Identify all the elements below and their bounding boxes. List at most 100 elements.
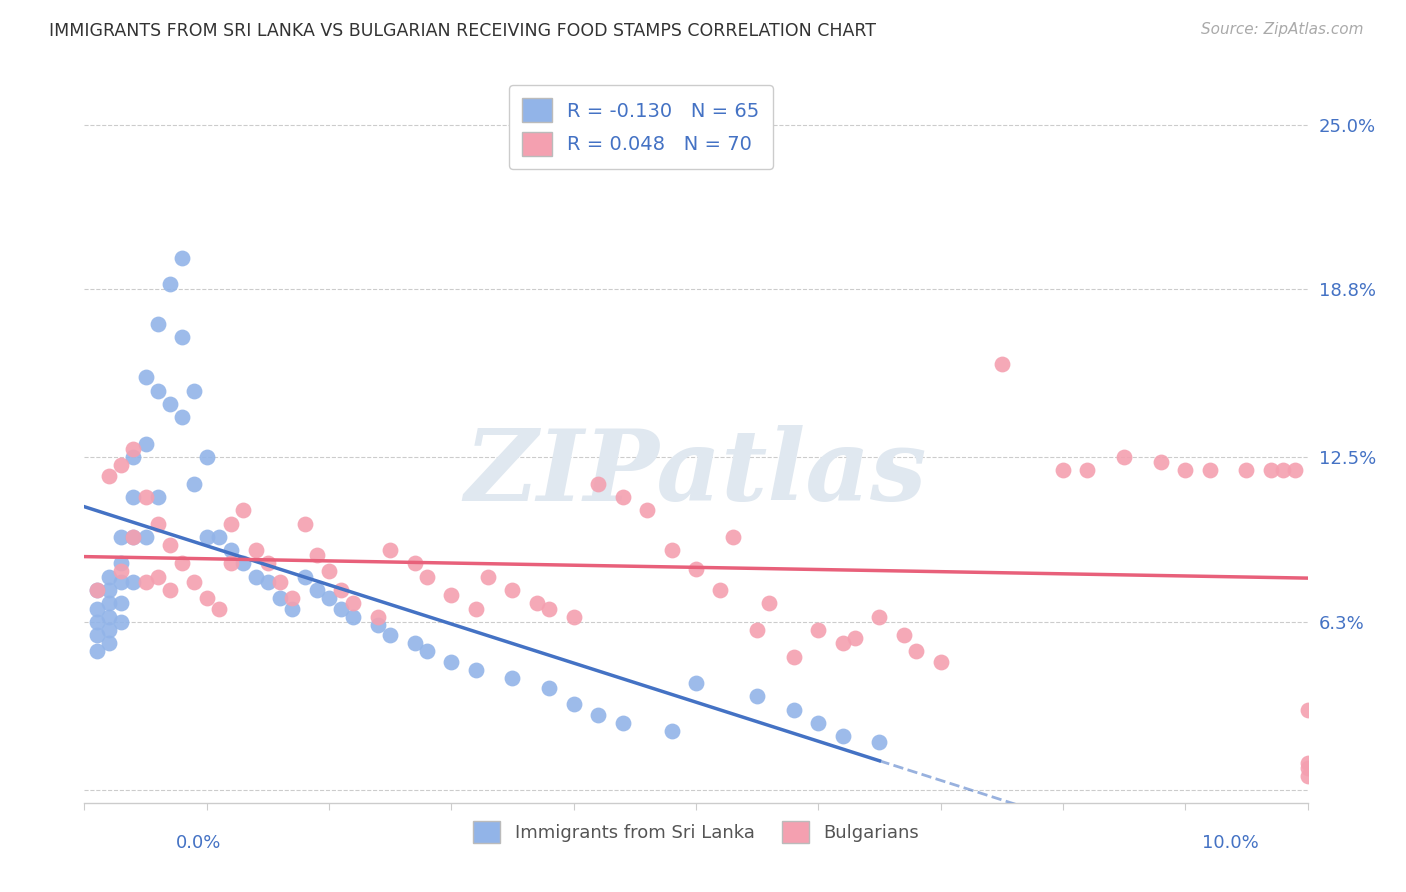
Point [502, 582, 524, 597]
Point [172, 410, 194, 425]
Point [122, 575, 145, 590]
Point [97, 623, 120, 637]
Point [97, 582, 120, 597]
Point [721, 530, 744, 544]
Point [146, 384, 169, 398]
Point [1296, 761, 1319, 775]
Point [86, 644, 108, 658]
Point [1114, 450, 1136, 464]
Point [159, 538, 181, 552]
Point [636, 503, 658, 517]
Point [245, 543, 267, 558]
Point [97, 596, 120, 610]
Point [135, 575, 157, 590]
Point [380, 543, 402, 558]
Point [1150, 455, 1173, 469]
Point [183, 384, 205, 398]
Point [661, 543, 683, 558]
Point [97, 468, 120, 483]
Point [1260, 463, 1282, 477]
Point [709, 582, 731, 597]
Point [97, 570, 120, 584]
Text: IMMIGRANTS FROM SRI LANKA VS BULGARIAN RECEIVING FOOD STAMPS CORRELATION CHART: IMMIGRANTS FROM SRI LANKA VS BULGARIAN R… [49, 22, 876, 40]
Point [97, 636, 120, 650]
Point [110, 615, 132, 629]
Point [367, 617, 389, 632]
Text: Source: ZipAtlas.com: Source: ZipAtlas.com [1201, 22, 1364, 37]
Point [1052, 463, 1074, 477]
Point [869, 609, 891, 624]
Point [464, 663, 486, 677]
Point [831, 729, 853, 743]
Point [1272, 463, 1295, 477]
Point [1296, 703, 1319, 717]
Point [146, 490, 169, 504]
Point [404, 636, 426, 650]
Point [110, 565, 132, 579]
Point [110, 530, 132, 544]
Text: ZIPatlas: ZIPatlas [465, 425, 927, 522]
Point [1296, 756, 1319, 770]
Point [380, 628, 402, 642]
Point [172, 557, 194, 571]
Point [122, 530, 145, 544]
Point [208, 601, 231, 615]
Point [783, 649, 806, 664]
Point [110, 596, 132, 610]
Point [416, 570, 439, 584]
Point [208, 530, 231, 544]
Point [844, 631, 866, 645]
Point [586, 476, 609, 491]
Point [538, 601, 561, 615]
Point [195, 450, 218, 464]
Point [526, 596, 548, 610]
Point [195, 591, 218, 605]
Point [122, 442, 145, 456]
Point [195, 530, 218, 544]
Point [122, 490, 145, 504]
Point [477, 570, 499, 584]
Point [807, 623, 830, 637]
Point [86, 615, 108, 629]
Point [269, 591, 291, 605]
Point [893, 628, 915, 642]
Point [146, 570, 169, 584]
Point [440, 588, 463, 602]
Point [183, 575, 205, 590]
Point [318, 565, 340, 579]
Point [1076, 463, 1098, 477]
Point [367, 609, 389, 624]
Point [159, 582, 181, 597]
Point [86, 601, 108, 615]
Text: 10.0%: 10.0% [1202, 834, 1258, 852]
Point [110, 557, 132, 571]
Point [245, 570, 267, 584]
Point [219, 543, 242, 558]
Point [1198, 463, 1220, 477]
Point [146, 317, 169, 331]
Point [869, 734, 891, 748]
Point [122, 530, 145, 544]
Point [232, 503, 254, 517]
Point [612, 490, 634, 504]
Point [110, 575, 132, 590]
Point [294, 570, 316, 584]
Point [135, 530, 157, 544]
Point [758, 596, 780, 610]
Legend: Immigrants from Sri Lanka, Bulgarians: Immigrants from Sri Lanka, Bulgarians [464, 813, 928, 852]
Point [1236, 463, 1258, 477]
Point [1296, 769, 1319, 783]
Point [172, 251, 194, 265]
Point [257, 557, 280, 571]
Point [807, 716, 830, 731]
Point [135, 436, 157, 450]
Point [110, 458, 132, 472]
Point [562, 609, 585, 624]
Point [342, 609, 364, 624]
Point [404, 557, 426, 571]
Point [538, 681, 561, 696]
Point [122, 450, 145, 464]
Point [257, 575, 280, 590]
Point [562, 698, 585, 712]
Point [135, 370, 157, 384]
